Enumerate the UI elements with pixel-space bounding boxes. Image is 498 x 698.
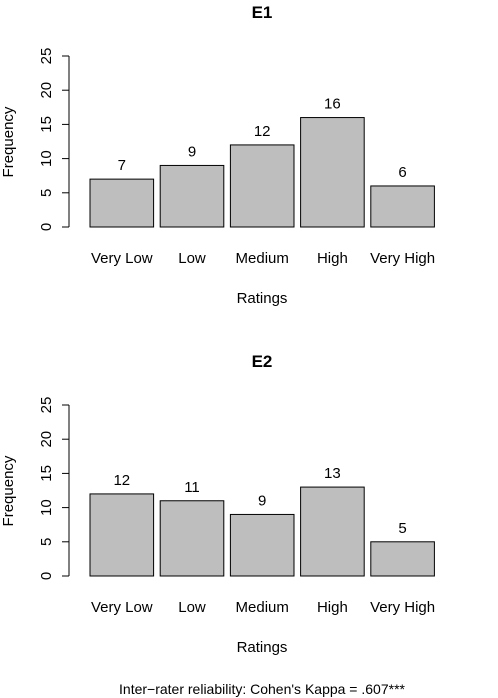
y-tick-label: 0 [38, 572, 55, 580]
chart-panel-e1: E1 Ratings Frequency 0 5 10 15 20 25 7 Very Low… [0, 3, 435, 307]
bar [229, 513, 295, 577]
y-tick-label: 25 [38, 397, 55, 414]
y-tick-label: 5 [38, 538, 55, 546]
bar [300, 117, 365, 228]
y-tick-label: 5 [38, 189, 55, 197]
y-tick-label: 20 [38, 82, 55, 99]
bar [159, 164, 225, 228]
y-tick-label: 20 [38, 431, 55, 448]
x-category-label: Medium [236, 599, 289, 616]
bar [370, 541, 435, 577]
bar [159, 500, 225, 577]
bar [300, 486, 365, 577]
bar-value-label: 13 [324, 465, 341, 482]
bar [229, 144, 295, 228]
footnote: Inter−rater reliability: Cohen's Kappa =… [119, 681, 406, 697]
chart-title: E1 [252, 3, 273, 22]
bar-value-label: 12 [113, 472, 130, 489]
chart-title: E2 [252, 352, 273, 371]
bar-value-label: 9 [258, 492, 266, 509]
x-category-label: Very High [370, 599, 435, 616]
y-axis-label: Frequency [0, 106, 17, 177]
x-category-label: Low [178, 250, 206, 267]
y-tick-label: 10 [38, 499, 55, 516]
x-category-label: Very Low [91, 599, 153, 616]
bar [370, 185, 435, 228]
x-category-label: Medium [236, 250, 289, 267]
x-category-label: High [317, 250, 348, 267]
bar-value-label: 6 [398, 164, 406, 181]
bar-value-label: 9 [188, 143, 196, 160]
x-category-label: Very High [370, 250, 435, 267]
bar [89, 178, 155, 228]
x-category-label: Very Low [91, 250, 153, 267]
x-axis-label: Ratings [237, 639, 288, 656]
bar-value-label: 16 [324, 96, 341, 113]
chart-panel-e2: E2 Ratings Frequency 0 5 10 15 20 25 12 Very Lo… [0, 352, 435, 656]
y-tick-label: 0 [38, 223, 55, 231]
x-category-label: High [317, 599, 348, 616]
x-axis-label: Ratings [237, 290, 288, 307]
bar-value-label: 12 [254, 123, 271, 140]
y-axis-label: Frequency [0, 455, 17, 526]
y-tick-label: 15 [38, 465, 55, 482]
y-tick-label: 25 [38, 48, 55, 65]
x-category-label: Low [178, 599, 206, 616]
bar-value-label: 5 [398, 520, 406, 537]
bar-value-label: 7 [118, 157, 126, 174]
bar [89, 493, 155, 577]
bar-value-label: 11 [184, 479, 200, 496]
y-tick-label: 10 [38, 150, 55, 167]
y-tick-label: 15 [38, 116, 55, 133]
